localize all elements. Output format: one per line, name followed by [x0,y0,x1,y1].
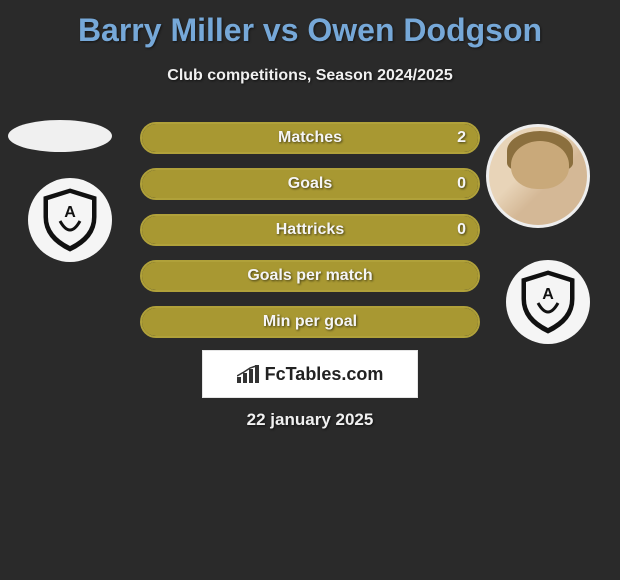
stat-label: Matches [142,129,478,147]
stat-row: Goals0 [140,168,480,200]
stat-label: Goals per match [142,267,478,285]
stat-row: Min per goal [140,306,480,338]
stat-row: Matches2 [140,122,480,154]
club-left-badge: A [28,178,112,262]
club-right-badge: A [506,260,590,344]
player-right-avatar [486,124,590,228]
shield-icon: A [40,187,100,253]
shield-icon: A [518,269,578,335]
stat-value: 0 [457,175,466,193]
stat-label: Min per goal [142,313,478,331]
branding-badge: FcTables.com [202,350,418,398]
branding-label: FcTables.com [265,364,384,385]
subtitle: Club competitions, Season 2024/2025 [0,67,620,85]
stat-value: 0 [457,221,466,239]
page-title: Barry Miller vs Owen Dodgson [0,0,620,49]
stat-value: 2 [457,129,466,147]
svg-text:A: A [542,286,554,303]
chart-bars-icon [237,365,259,383]
stat-row: Goals per match [140,260,480,292]
date-label: 22 january 2025 [0,410,620,430]
stat-label: Goals [142,175,478,193]
stat-row: Hattricks0 [140,214,480,246]
stats-list: Matches2Goals0Hattricks0Goals per matchM… [140,122,480,352]
player-left-avatar [8,120,112,152]
stat-label: Hattricks [142,221,478,239]
svg-text:A: A [64,204,76,221]
